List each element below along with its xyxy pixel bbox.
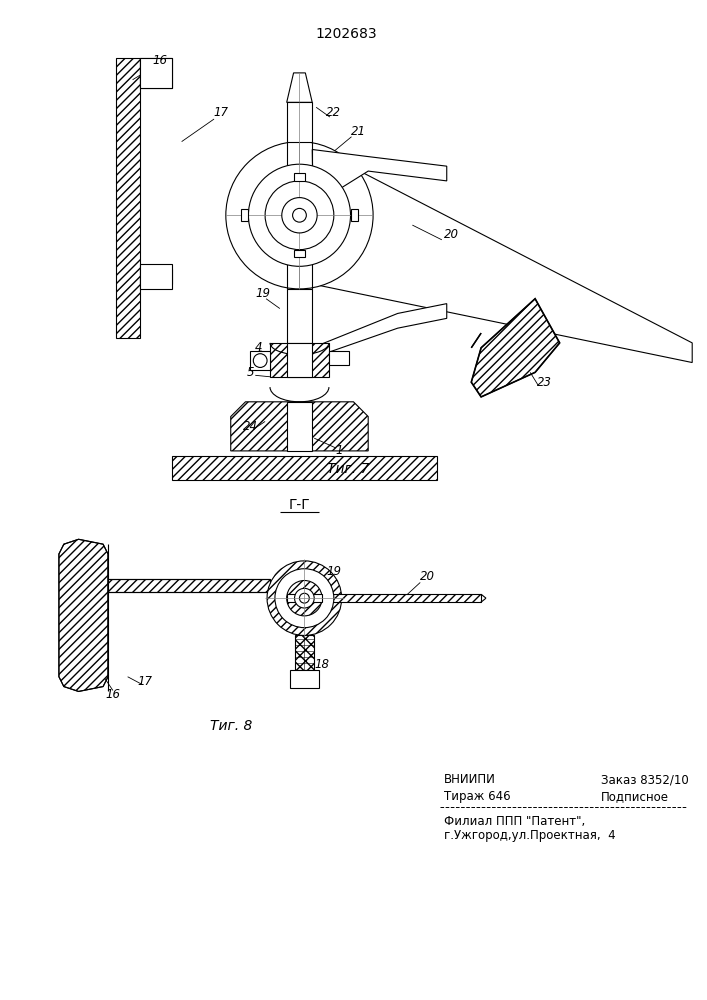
Bar xyxy=(287,343,312,377)
Text: 23: 23 xyxy=(537,376,552,389)
Text: 20: 20 xyxy=(419,570,435,583)
Bar xyxy=(108,579,270,592)
Circle shape xyxy=(275,569,334,628)
Text: Тираж 646: Тираж 646 xyxy=(444,790,510,803)
Polygon shape xyxy=(312,149,447,205)
Polygon shape xyxy=(312,147,692,363)
Text: 1202683: 1202683 xyxy=(316,27,378,41)
Bar xyxy=(351,209,358,221)
Bar xyxy=(322,594,481,602)
Circle shape xyxy=(265,181,334,250)
Polygon shape xyxy=(312,304,447,358)
Polygon shape xyxy=(472,299,560,397)
Text: Заказ 8352/10: Заказ 8352/10 xyxy=(601,773,689,786)
Text: 5: 5 xyxy=(247,366,254,379)
Polygon shape xyxy=(141,269,172,284)
Text: г.Ужгород,ул.Проектная,  4: г.Ужгород,ул.Проектная, 4 xyxy=(444,829,615,842)
Circle shape xyxy=(282,198,317,233)
Bar xyxy=(287,102,312,142)
Text: 19: 19 xyxy=(256,287,271,300)
Bar xyxy=(287,594,322,602)
Bar xyxy=(290,670,319,688)
Bar xyxy=(287,402,312,451)
Bar xyxy=(250,351,270,370)
Text: 16: 16 xyxy=(153,54,168,67)
Circle shape xyxy=(267,561,341,635)
Text: Подписное: Подписное xyxy=(601,790,669,803)
Polygon shape xyxy=(230,402,368,451)
Circle shape xyxy=(295,588,314,608)
Bar xyxy=(329,351,349,365)
Text: 20: 20 xyxy=(444,228,459,241)
Text: Г-Г: Г-Г xyxy=(288,498,310,512)
Text: Филиал ППП "Патент",: Филиал ППП "Патент", xyxy=(444,815,585,828)
Bar xyxy=(270,343,329,377)
Bar xyxy=(141,58,172,88)
Bar xyxy=(172,456,437,480)
Text: 19: 19 xyxy=(327,565,341,578)
Polygon shape xyxy=(287,73,312,102)
Circle shape xyxy=(226,142,373,289)
Bar xyxy=(240,209,248,221)
Text: 17: 17 xyxy=(214,106,228,119)
Text: Τиг. 8: Τиг. 8 xyxy=(209,719,252,733)
Bar xyxy=(293,173,305,181)
Bar xyxy=(116,58,141,338)
Text: 21: 21 xyxy=(351,125,366,138)
Polygon shape xyxy=(59,539,108,691)
Text: 18: 18 xyxy=(315,658,329,671)
Text: 16: 16 xyxy=(105,688,120,701)
Circle shape xyxy=(287,581,322,616)
Text: 24: 24 xyxy=(243,420,258,433)
Bar xyxy=(141,264,172,289)
Text: Τиг. 7: Τиг. 7 xyxy=(327,462,370,476)
Bar xyxy=(295,635,314,670)
Text: 4: 4 xyxy=(255,341,262,354)
Circle shape xyxy=(293,208,306,222)
Text: ВНИИПИ: ВНИИПИ xyxy=(444,773,496,786)
Circle shape xyxy=(253,354,267,367)
Text: 1: 1 xyxy=(335,444,342,457)
Bar xyxy=(293,250,305,257)
Polygon shape xyxy=(141,58,172,88)
Circle shape xyxy=(248,164,351,266)
Text: 22: 22 xyxy=(327,106,341,119)
Text: 17: 17 xyxy=(138,675,153,688)
Circle shape xyxy=(300,593,309,603)
Bar xyxy=(287,289,312,343)
